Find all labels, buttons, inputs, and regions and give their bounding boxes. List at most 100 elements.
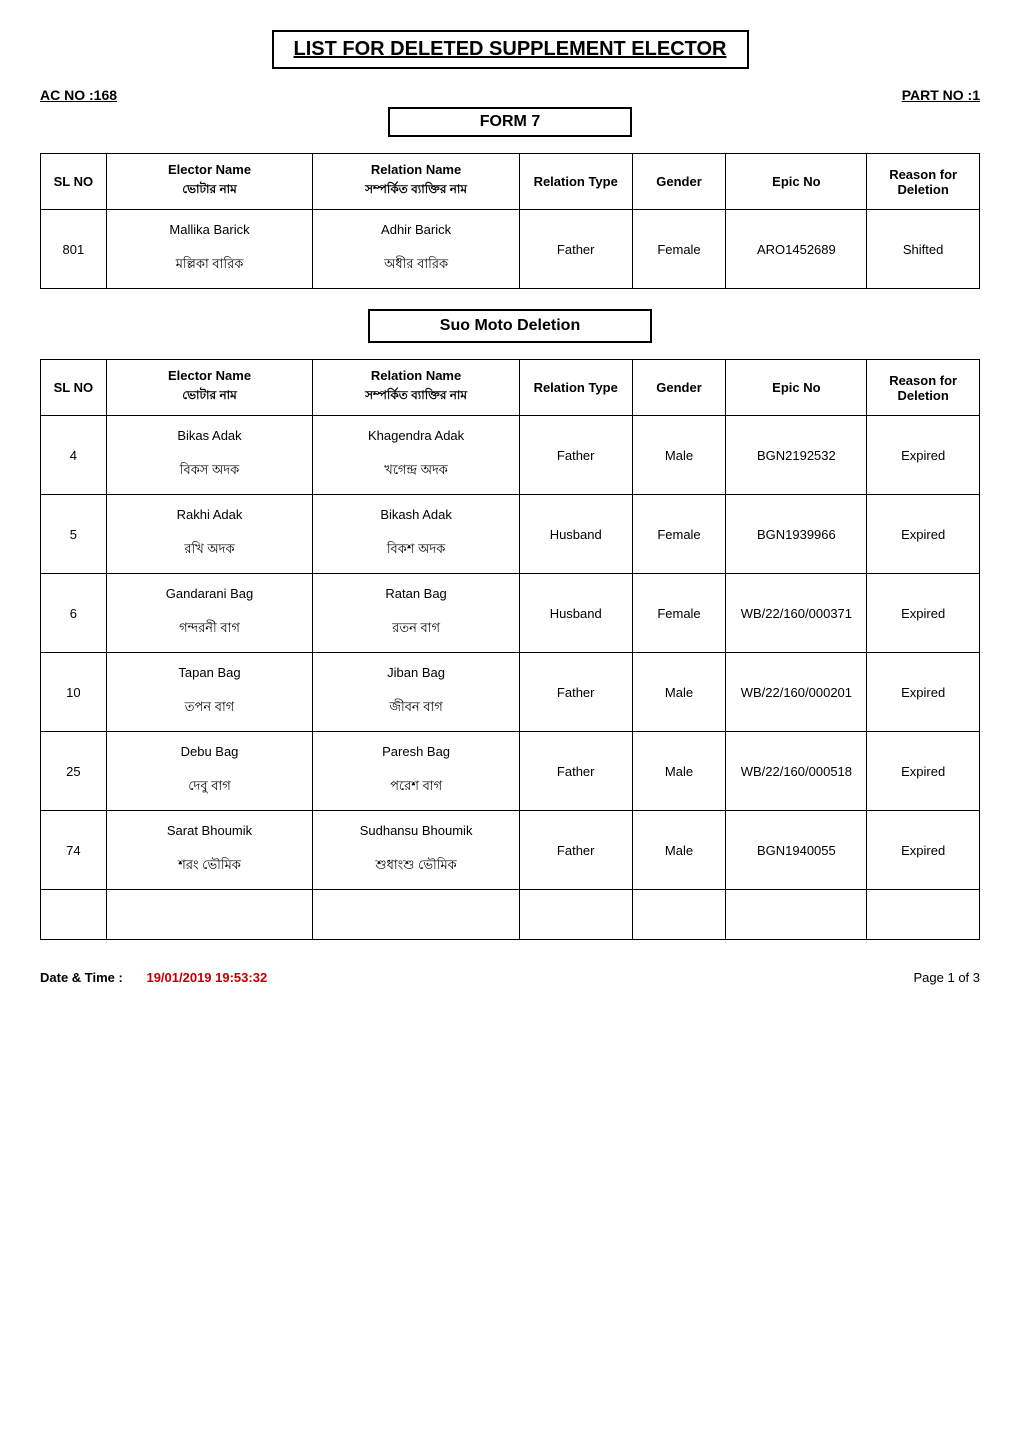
cell-gender: Female: [632, 495, 726, 574]
cell-reason: Expired: [867, 732, 980, 811]
elector-name-primary: Rakhi Adak: [113, 507, 307, 522]
cell-elector-name: Sarat Bhoumik শরং ভৌমিক: [106, 811, 313, 890]
cell-reason: Expired: [867, 811, 980, 890]
relation-name-primary: Ratan Bag: [319, 586, 513, 601]
cell-relation-name: Jiban Bag জীবন বাগ: [313, 653, 520, 732]
col-epic-no: Epic No: [726, 360, 867, 416]
cell-relation-type: Husband: [519, 495, 632, 574]
relation-name-primary: Adhir Barick: [319, 222, 513, 237]
relation-name-local: জীবন বাগ: [319, 698, 513, 719]
cell-reason: Expired: [867, 653, 980, 732]
cell-slno: 25: [41, 732, 107, 811]
cell-gender: Female: [632, 574, 726, 653]
cell-gender: Male: [632, 732, 726, 811]
footer-left: Date & Time : 19/01/2019 19:53:32: [40, 970, 267, 985]
table-row: 74 Sarat Bhoumik শরং ভৌমিক Sudhansu Bhoumik…: [41, 811, 980, 890]
table-row: 10Tapan Bagতপন বাগJiban Bagজীবন বাগFathe…: [41, 653, 980, 732]
cell-elector-name: Bikas Adak বিকস অদক: [106, 416, 313, 495]
table-header-row: SL NO Elector Name ভোটার নাম Relation Na…: [41, 154, 980, 210]
cell-relation-name: Ratan Bag রতন বাগ: [313, 574, 520, 653]
cell-empty: [632, 890, 726, 940]
relation-name-local: রতন বাগ: [319, 619, 513, 640]
cell-relation-type: Husband: [519, 574, 632, 653]
relation-name-local: খগেন্দ্র অদক: [319, 461, 513, 482]
elector-name-local: মল্লিকা বারিক: [113, 255, 307, 276]
cell-gender: Male: [632, 416, 726, 495]
cell-relation-name: Adhir Barick অধীর বারিক: [313, 210, 520, 289]
cell-reason: Expired: [867, 495, 980, 574]
table2-body: 4Bikas Adakবিকস অদকKhagendra Adakখগেন্দ্…: [41, 416, 980, 940]
cell-epic-no: WB/22/160/000518: [726, 732, 867, 811]
relation-name-local: শুধাংশু ভৌমিক: [319, 856, 513, 877]
cell-reason: Shifted: [867, 210, 980, 289]
cell-slno: 4: [41, 416, 107, 495]
col-elector-name-main: Elector Name: [113, 162, 307, 177]
col-relation-name-main: Relation Name: [319, 368, 513, 383]
cell-gender: Male: [632, 653, 726, 732]
elector-name-local: শরং ভৌমিক: [113, 856, 307, 877]
elector-name-primary: Tapan Bag: [113, 665, 307, 680]
table-row-empty: [41, 890, 980, 940]
elector-name-local: দেবু বাগ: [113, 777, 307, 798]
cell-relation-type: Father: [519, 732, 632, 811]
footer-datetime: 19/01/2019 19:53:32: [146, 970, 267, 985]
col-slno: SL NO: [41, 360, 107, 416]
cell-relation-name: Sudhansu Bhoumikশুধাংশু ভৌমিক: [313, 811, 520, 890]
elector-name-local: রখি অদক: [113, 540, 307, 561]
table-row: 4Bikas Adakবিকস অদকKhagendra Adakখগেন্দ্…: [41, 416, 980, 495]
cell-elector-name: Rakhi Adak রখি অদক: [106, 495, 313, 574]
cell-gender: Female: [632, 210, 726, 289]
elector-name-primary: Sarat Bhoumik: [113, 823, 307, 838]
cell-elector-name: Debu Bag দেবু বাগ: [106, 732, 313, 811]
relation-name-primary: Paresh Bag: [319, 744, 513, 759]
elector-name-primary: Debu Bag: [113, 744, 307, 759]
col-relation-type: Relation Type: [519, 360, 632, 416]
elector-name-primary: Bikas Adak: [113, 428, 307, 443]
cell-reason: Expired: [867, 416, 980, 495]
cell-elector-name: Tapan Bag তপন বাগ: [106, 653, 313, 732]
page-title: LIST FOR DELETED SUPPLEMENT ELECTOR: [272, 30, 749, 69]
elector-name-local: বিকস অদক: [113, 461, 307, 482]
col-relation-name-sub: সম্পর্কিত ব্যাক্তির নাম: [319, 387, 513, 407]
cell-empty: [867, 890, 980, 940]
col-relation-name: Relation Name সম্পর্কিত ব্যাক্তির নাম: [313, 360, 520, 416]
cell-slno: 6: [41, 574, 107, 653]
cell-elector-name: Gandarani Bagগন্দরনী বাগ: [106, 574, 313, 653]
col-reason: Reason for Deletion: [867, 360, 980, 416]
col-relation-name-sub: সম্পর্কিত ব্যাক্তির নাম: [319, 181, 513, 201]
table-row: 25 Debu Bag দেবু বাগ Paresh Bag পরেশ বাগ Fath…: [41, 732, 980, 811]
col-gender: Gender: [632, 154, 726, 210]
table-header-row: SL NO Elector Name ভোটার নাম Relation Na…: [41, 360, 980, 416]
cell-empty: [726, 890, 867, 940]
relation-name-primary: Jiban Bag: [319, 665, 513, 680]
col-elector-name: Elector Name ভোটার নাম: [106, 360, 313, 416]
part-no-label: PART NO :1: [902, 87, 980, 103]
elector-name-local: তপন বাগ: [113, 698, 307, 719]
cell-empty: [41, 890, 107, 940]
cell-epic-no: ARO1452689: [726, 210, 867, 289]
relation-name-primary: Bikash Adak: [319, 507, 513, 522]
cell-relation-type: Father: [519, 210, 632, 289]
ac-no-label: AC NO :168: [40, 87, 117, 103]
col-relation-name-main: Relation Name: [319, 162, 513, 177]
cell-empty: [106, 890, 313, 940]
col-slno: SL NO: [41, 154, 107, 210]
cell-slno: 74: [41, 811, 107, 890]
cell-slno: 5: [41, 495, 107, 574]
cell-gender: Male: [632, 811, 726, 890]
cell-epic-no: WB/22/160/000201: [726, 653, 867, 732]
col-elector-name-sub: ভোটার নাম: [113, 387, 307, 407]
footer-page: Page 1 of 3: [914, 970, 981, 985]
cell-relation-name: Bikash Adakবিকশ অদক: [313, 495, 520, 574]
col-epic-no: Epic No: [726, 154, 867, 210]
cell-slno: 801: [41, 210, 107, 289]
footer: Date & Time : 19/01/2019 19:53:32 Page 1…: [40, 970, 980, 985]
elector-name-primary: Gandarani Bag: [113, 586, 307, 601]
table1-body: 801Mallika Barickমল্লিকা বারিকAdhir Bari…: [41, 210, 980, 289]
cell-relation-type: Father: [519, 416, 632, 495]
relation-name-local: অধীর বারিক: [319, 255, 513, 276]
cell-relation-type: Father: [519, 811, 632, 890]
cell-empty: [313, 890, 520, 940]
relation-name-local: পরেশ বাগ: [319, 777, 513, 798]
table-form7: SL NO Elector Name ভোটার নাম Relation Na…: [40, 153, 980, 289]
